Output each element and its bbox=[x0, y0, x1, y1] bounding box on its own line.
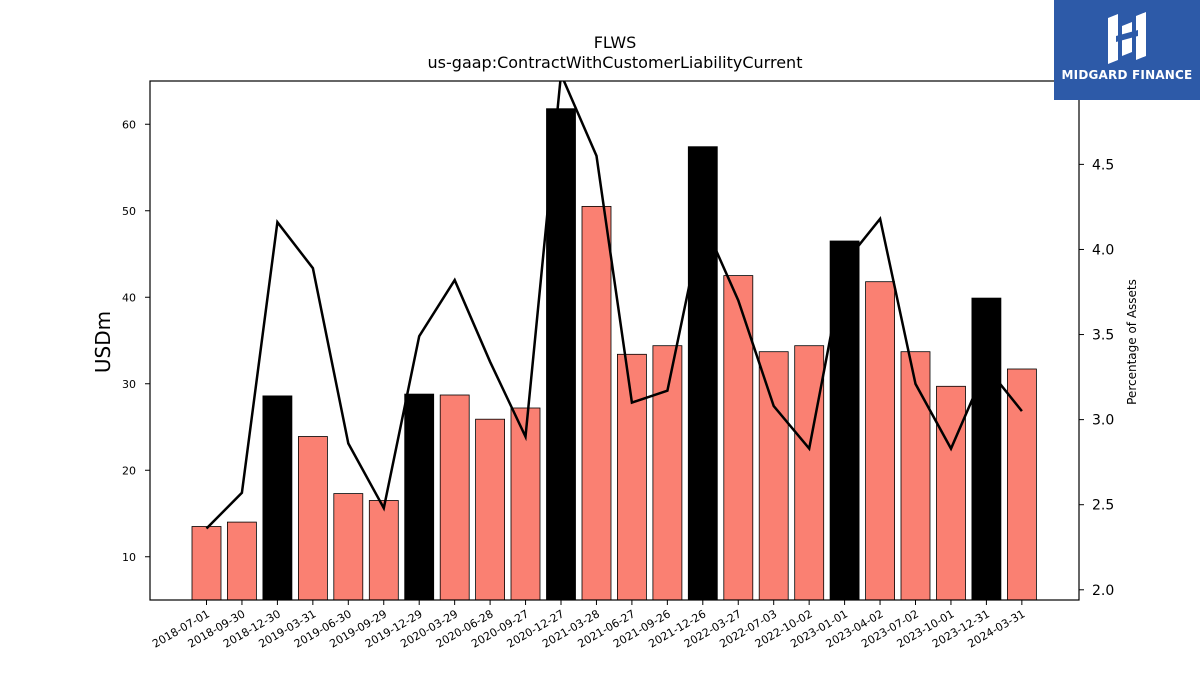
bar-2022-07-03 bbox=[758, 351, 789, 601]
bar-2021-03-28 bbox=[581, 205, 612, 601]
bar-2019-06-30 bbox=[333, 493, 364, 601]
y-tick-label-30: 30 bbox=[122, 378, 136, 391]
secondary-y-axis-label: Percentage of Assets bbox=[1125, 279, 1139, 405]
y-axis-label: USDm bbox=[91, 311, 115, 373]
bar-2023-04-02 bbox=[865, 281, 895, 601]
bar-2021-06-27 bbox=[617, 353, 647, 601]
bar-2023-07-02 bbox=[900, 351, 931, 601]
y2-tick-label-4.5: 4.5 bbox=[1092, 157, 1114, 173]
y2-tick-label-2.5: 2.5 bbox=[1092, 498, 1114, 514]
bar-2019-09-29 bbox=[368, 500, 399, 601]
y2-tick-label-2: 2.0 bbox=[1092, 583, 1114, 599]
logo-mark-icon bbox=[1108, 12, 1146, 64]
bar-2020-03-29 bbox=[439, 394, 470, 601]
series-line-percentage-of-assets bbox=[205, 81, 1023, 530]
y-tick-label-60: 60 bbox=[122, 118, 136, 131]
bar-2024-03-31 bbox=[1007, 368, 1037, 601]
bar-2020-06-28 bbox=[475, 418, 506, 601]
bar-2023-10-01 bbox=[936, 385, 966, 601]
brand-name: MIDGARD FINANCE bbox=[1061, 68, 1193, 82]
bar-2021-09-26 bbox=[652, 345, 683, 601]
bar-2018-12-30 bbox=[262, 395, 293, 601]
bar-2020-09-27 bbox=[510, 407, 541, 601]
y-tick-label-50: 50 bbox=[122, 205, 136, 218]
y-tick-label-10: 10 bbox=[122, 551, 136, 564]
brand-logo: MIDGARD FINANCE bbox=[1054, 0, 1200, 100]
chart-title: FLWS bbox=[594, 33, 637, 52]
y2-tick-label-3.5: 3.5 bbox=[1092, 328, 1114, 344]
bar-2023-01-01 bbox=[829, 240, 860, 601]
bar-2021-12-26 bbox=[687, 146, 718, 601]
bar-2023-12-31 bbox=[971, 297, 1002, 601]
y-tick-label-20: 20 bbox=[122, 464, 136, 477]
bar-2020-12-27 bbox=[546, 108, 576, 601]
bar-2022-03-27 bbox=[723, 275, 754, 601]
bar-2019-12-29 bbox=[404, 393, 435, 601]
bar-2022-10-02 bbox=[794, 345, 825, 601]
y2-tick-label-3: 3.0 bbox=[1092, 413, 1114, 429]
bar-2018-09-30 bbox=[226, 521, 257, 601]
chart-subtitle: us-gaap:ContractWithCustomerLiabilityCur… bbox=[428, 53, 803, 72]
bar-2019-03-31 bbox=[297, 436, 328, 601]
y2-tick-label-4: 4.0 bbox=[1092, 242, 1114, 258]
plot-frame bbox=[149, 80, 1080, 601]
bar-2018-07-01 bbox=[191, 526, 222, 601]
y-tick-label-40: 40 bbox=[122, 291, 136, 304]
